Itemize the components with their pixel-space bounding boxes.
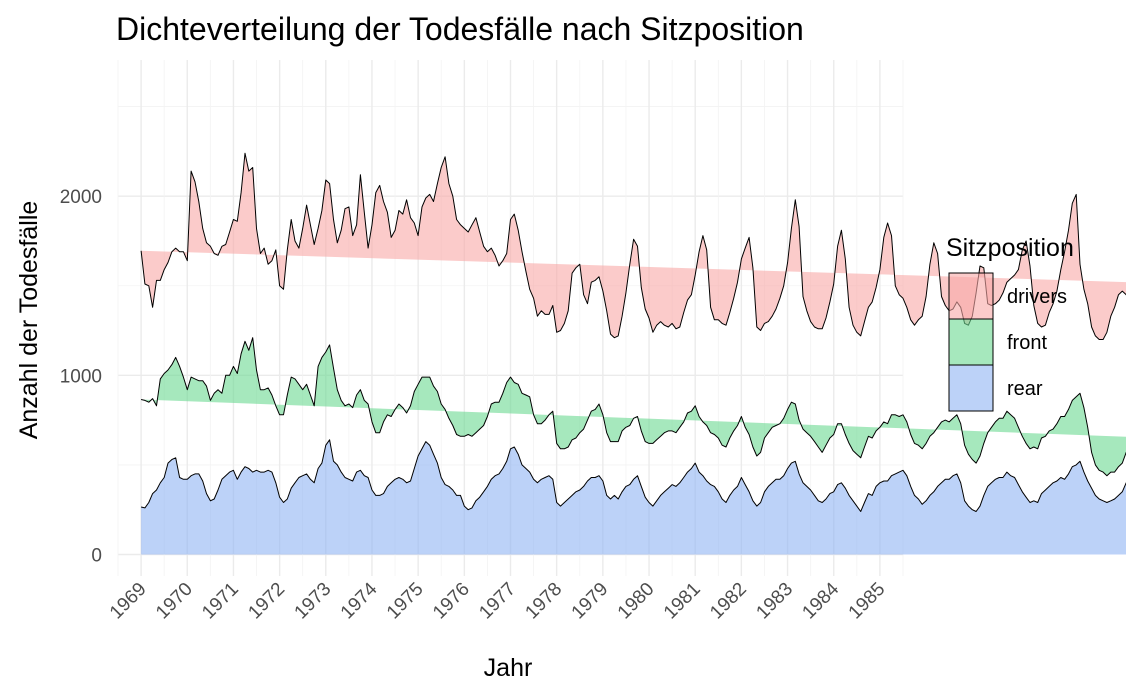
area-drivers [141,153,1126,340]
legend-key-drivers [948,272,994,320]
chart-title: Dichteverteilung der Todesfälle nach Sit… [116,11,804,47]
x-tick-label: 1970 [152,579,197,624]
area-outlines [140,152,1126,512]
x-tick-label: 1979 [568,579,613,624]
area-rear [141,439,1126,555]
y-axis: 0 1000 2000 [60,187,102,566]
legend: Sitzposition drivers front rear [946,234,1074,412]
x-tick-label: 1978 [521,579,566,624]
x-tick-label: 1969 [106,579,151,624]
legend-label-front: front [1007,332,1047,354]
outline-front [140,337,1126,477]
x-tick-label: 1976 [429,579,474,624]
x-tick-label: 1980 [614,579,659,624]
outline-rear [140,439,1126,512]
x-axis-title: Jahr [484,654,533,682]
y-tick-label: 0 [91,546,102,567]
x-tick-label: 1974 [337,578,382,623]
x-tick-label: 1985 [845,579,890,624]
legend-items: drivers front rear [948,272,1067,412]
x-tick-label: 1982 [706,579,751,624]
legend-key-front [948,318,994,366]
x-tick-label: 1973 [291,579,336,624]
y-tick-label: 1000 [60,366,102,387]
x-tick-label: 1972 [244,579,289,624]
x-tick-label: 1975 [383,579,428,624]
legend-title: Sitzposition [946,234,1074,262]
x-tick-label: 1984 [798,578,843,623]
y-tick-label: 2000 [60,187,102,208]
y-axis-title: Anzahl der Todesfälle [15,201,43,440]
legend-label-rear: rear [1007,378,1043,400]
x-tick-label: 1971 [198,579,243,624]
x-tick-label: 1977 [475,579,520,624]
area-front [141,337,1126,476]
x-axis: 1969 1970 1971 1972 1973 1974 1975 1976 1977 1978… [106,578,890,623]
legend-key-rear [948,364,994,412]
legend-label-drivers: drivers [1007,286,1067,308]
x-tick-label: 1981 [660,579,705,624]
stacked-areas [141,153,1126,555]
outline-drivers [140,152,1126,340]
x-tick-label: 1983 [752,579,797,624]
